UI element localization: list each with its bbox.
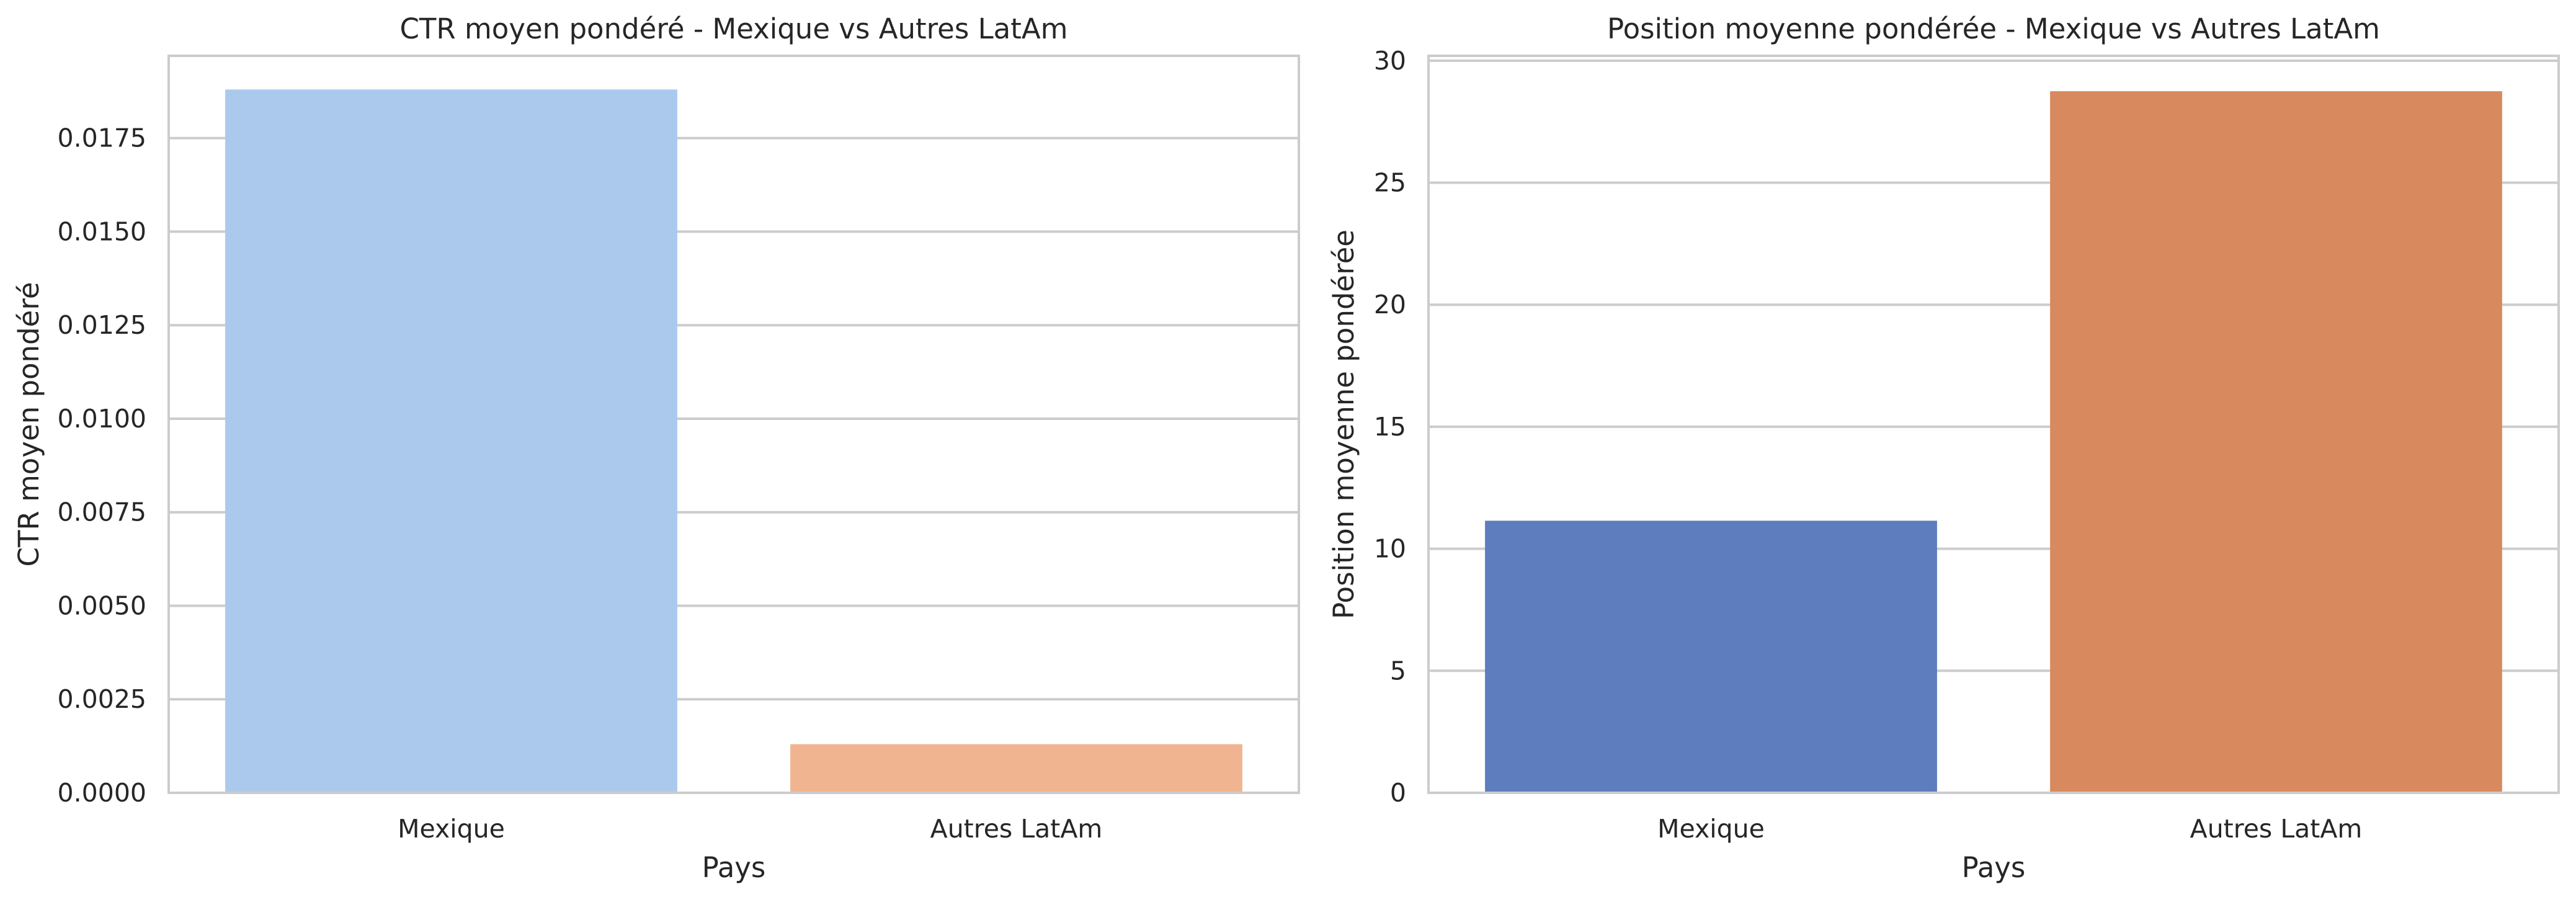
position-y-tick-label: 30 xyxy=(1374,46,1406,76)
position-y-tick-label: 25 xyxy=(1374,168,1406,198)
ctr-y-axis-label: CTR moyen pondéré xyxy=(12,282,45,566)
ctr-bar-autres-latam xyxy=(790,744,1242,793)
position-y-ticks: 0 5 10 15 20 25 30 xyxy=(1374,46,1406,808)
ctr-y-tick-label: 0.0175 xyxy=(58,123,146,153)
position-y-tick-label: 20 xyxy=(1374,290,1406,319)
position-y-tick-label: 15 xyxy=(1374,412,1406,442)
ctr-chart: 0.0000 0.0025 0.0050 0.0075 0.0100 0.0125 0.01… xyxy=(12,12,1300,884)
ctr-y-tick-label: 0.0075 xyxy=(58,498,146,527)
position-bar-autres-latam xyxy=(2050,91,2502,793)
ctr-plot-frame xyxy=(167,55,1300,794)
position-x-tick-label: Autres LatAm xyxy=(2190,814,2363,844)
ctr-x-axis-label: Pays xyxy=(702,851,766,884)
position-bar-mexique xyxy=(1485,520,1937,793)
ctr-y-tick-label: 0.0125 xyxy=(58,310,146,340)
position-chart-title: Position moyenne pondérée - Mexique vs A… xyxy=(1607,12,2380,45)
position-plot-frame xyxy=(1427,55,2560,794)
ctr-y-tick-label: 0.0025 xyxy=(58,684,146,714)
position-y-tick-label: 0 xyxy=(1390,778,1406,808)
ctr-y-tick-label: 0.0100 xyxy=(58,404,146,434)
ctr-x-tick-label: Autres LatAm xyxy=(930,814,1103,844)
position-x-ticks: Mexique Autres LatAm xyxy=(1657,814,2362,844)
ctr-y-ticks: 0.0000 0.0025 0.0050 0.0075 0.0100 0.0125 0.01… xyxy=(58,123,146,808)
ctr-chart-title: CTR moyen pondéré - Mexique vs Autres La… xyxy=(399,12,1067,45)
ctr-bars xyxy=(225,89,1242,793)
ctr-bar-mexique xyxy=(225,89,677,793)
position-y-axis-label: Position moyenne pondérée xyxy=(1327,230,1360,619)
ctr-y-tick-label: 0.0150 xyxy=(58,217,146,246)
position-y-tick-label: 10 xyxy=(1374,534,1406,564)
position-x-tick-label: Mexique xyxy=(1657,814,1765,844)
position-chart: 0 5 10 15 20 25 30 Mexique Autres LatAm Positio… xyxy=(1327,12,2560,884)
position-x-axis-label: Pays xyxy=(1962,851,2026,884)
position-bars xyxy=(1485,91,2502,793)
ctr-y-tick-label: 0.0000 xyxy=(58,778,146,808)
position-y-tick-label: 5 xyxy=(1390,656,1406,685)
ctr-x-ticks: Mexique Autres LatAm xyxy=(398,814,1102,844)
ctr-y-tick-label: 0.0050 xyxy=(58,591,146,620)
ctr-x-tick-label: Mexique xyxy=(398,814,505,844)
